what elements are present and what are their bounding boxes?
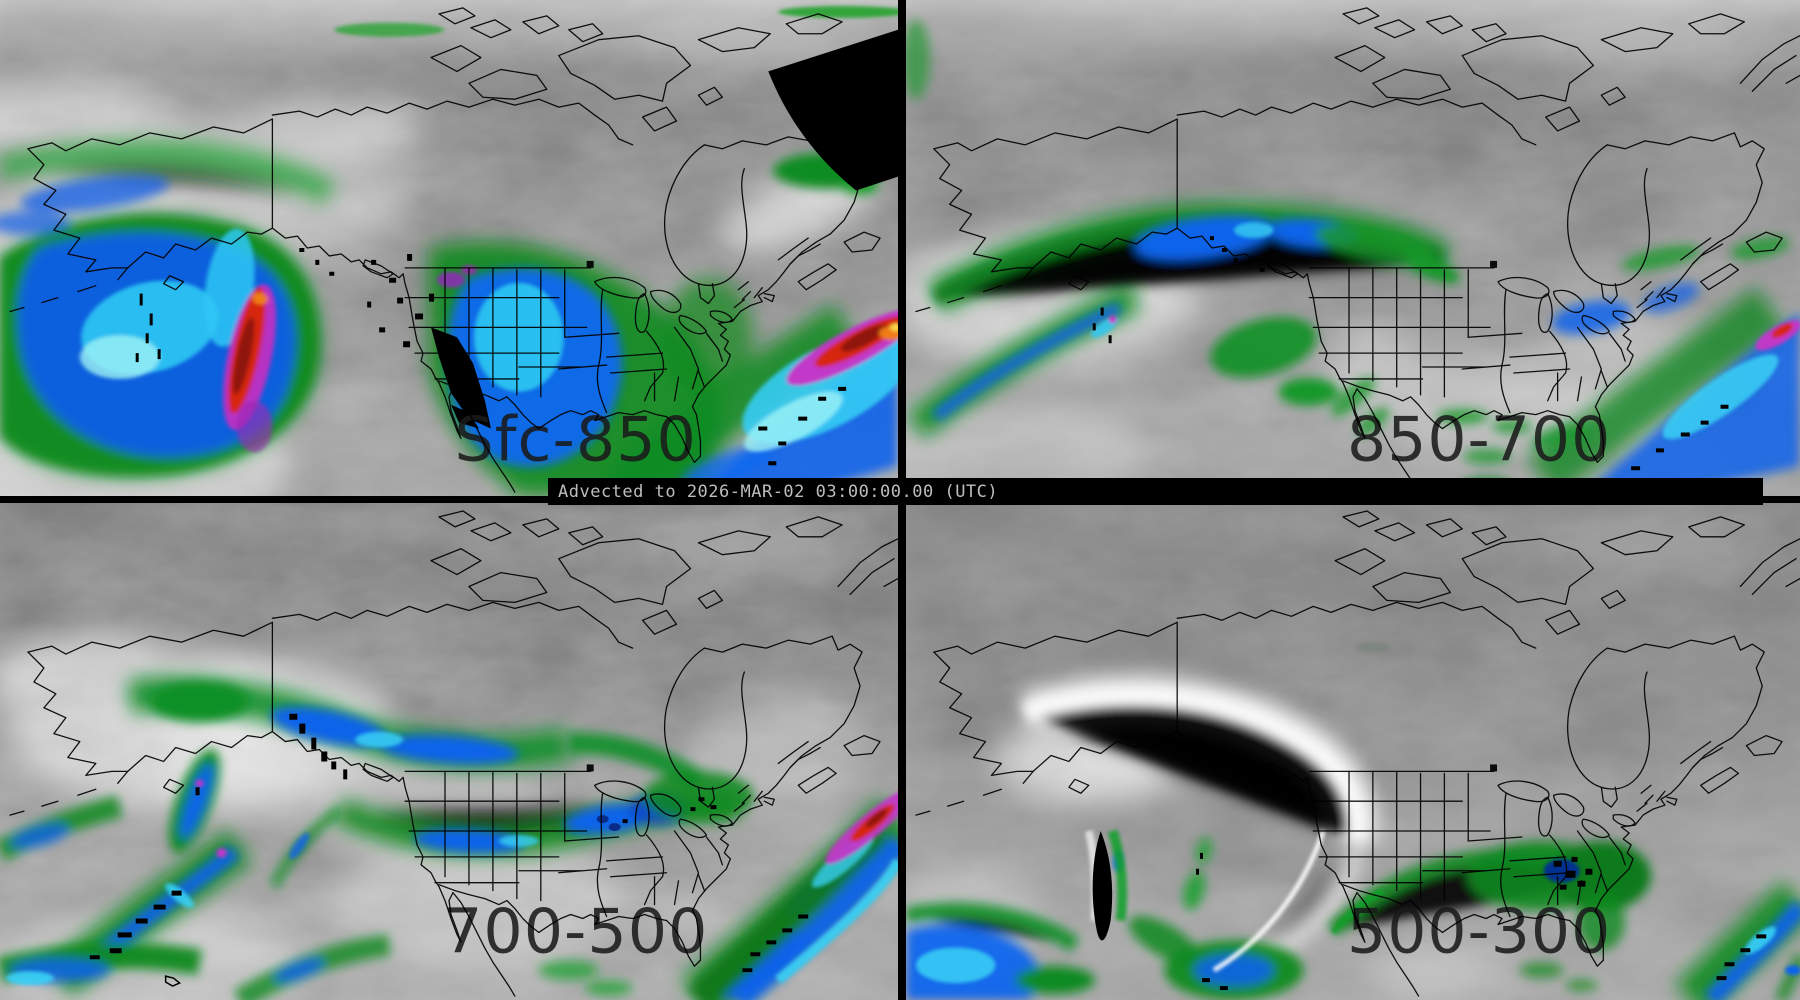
satellite-imagery-500-300: 500-300 [906, 503, 1800, 1000]
satellite-imagery-850-700: 850-700 [906, 0, 1800, 496]
panel-label-700-500: 700-500 [443, 895, 708, 967]
panel-700-500: 700-500 [0, 503, 898, 1000]
panel-sfc-850: Sfc-850 [0, 0, 898, 496]
satellite-imagery-sfc-850: Sfc-850 [0, 0, 898, 496]
advection-timestamp-bar: Advected to 2026-MAR-02 03:00:00.00 (UTC… [548, 478, 1763, 505]
advection-timestamp-text: Advected to 2026-MAR-02 03:00:00.00 (UTC… [558, 481, 999, 502]
panel-850-700: 850-700 [906, 0, 1800, 496]
panel-label-sfc-850: Sfc-850 [455, 403, 697, 475]
panel-label-500-300: 500-300 [1347, 895, 1611, 967]
panel-500-300: 500-300 [906, 503, 1800, 1000]
satellite-imagery-700-500: 700-500 [0, 503, 898, 1000]
panel-label-850-700: 850-700 [1347, 403, 1611, 475]
